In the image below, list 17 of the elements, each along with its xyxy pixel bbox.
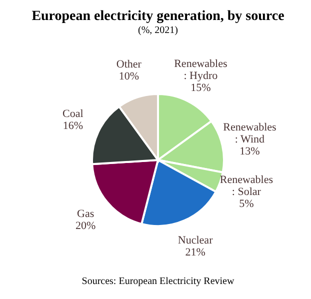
data-label: 13% bbox=[240, 145, 260, 158]
data-label: 10% bbox=[118, 70, 140, 83]
data-label: 21% bbox=[185, 246, 206, 258]
slice-label: Coal bbox=[62, 108, 84, 120]
chart-subtitle: (%, 2021) bbox=[138, 25, 178, 36]
data-label: 5% bbox=[239, 198, 254, 210]
data-label: 15% bbox=[190, 82, 211, 94]
slice-label: Gas bbox=[77, 208, 94, 220]
slice-label: Renewables : Hydro bbox=[174, 58, 228, 82]
slice-label: Other bbox=[116, 58, 142, 71]
data-label: 20% bbox=[75, 220, 96, 232]
data-label: 16% bbox=[62, 120, 84, 132]
chart-title: European electricity generation, by source bbox=[32, 9, 284, 24]
slice-label: Renewables : Wind bbox=[223, 121, 276, 146]
source-note: Sources: European Electricity Review bbox=[82, 276, 235, 287]
slice-label: Renewables : Solar bbox=[220, 174, 274, 198]
slice-label: Nuclear bbox=[178, 234, 214, 246]
